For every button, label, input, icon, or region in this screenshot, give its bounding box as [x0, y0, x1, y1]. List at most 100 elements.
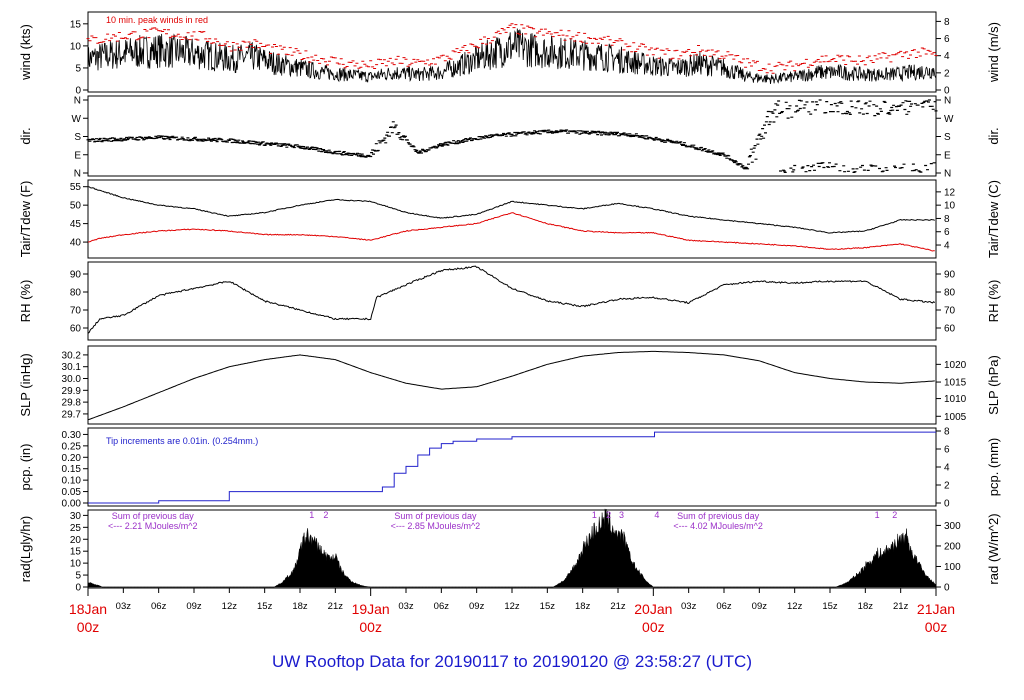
wind-left-tick-label: 15	[70, 19, 82, 30]
panel-rh: 60 70 80 90 60 70 80 90 RH (%) RH (%)	[18, 261, 1001, 341]
dir-left-axis-label: dir.	[18, 127, 33, 144]
date-label: 20Jan	[634, 601, 672, 617]
hour-label: 09z	[469, 601, 485, 612]
temp-series-tair	[87, 186, 935, 234]
solar-marker: 1	[875, 510, 880, 520]
panel-slp: 29.729.829.930.030.130.2 1005 1010 1015 1020…	[18, 345, 1001, 425]
temp-right-tick-label: 8	[944, 214, 950, 225]
time-axis: 03z 06z 09z 12z 15z 18z 21z 03z 06z 09z 12z 15z 18z 2…	[69, 588, 955, 635]
pcp-left-tick-label: 0.25	[62, 441, 82, 452]
wind-frame	[87, 11, 937, 93]
rh-right-tick-label: 70	[944, 306, 956, 317]
solar-marker: 4	[654, 510, 659, 520]
rad-left-tick-label: 25	[70, 523, 82, 534]
pcp-left-tick-label: 0.30	[62, 430, 82, 441]
wind-right-tick-label: 0	[944, 86, 950, 97]
temp-left-axis-label: Tair/Tdew (F)	[18, 181, 33, 258]
wind-right-axis-label: wind (m/s)	[986, 22, 1001, 83]
solar-sum-value: <--- 2.21 MJoules/m^2	[108, 521, 198, 531]
wind-left-tick-label: 5	[75, 63, 81, 74]
pcp-right-tick-label: 4	[944, 463, 950, 474]
temp-left-tick-label: 40	[70, 238, 82, 249]
hour-label: 12z	[222, 601, 238, 612]
pcp-right-axis-label: pcp. (mm)	[986, 438, 1001, 497]
temp-right-axis-label: Tair/Tdew (C)	[986, 180, 1001, 258]
solar-sum-label: Sum of previous day	[677, 511, 760, 521]
hour-label: 03z	[681, 601, 697, 612]
dir-right-tick-label: S	[944, 132, 951, 143]
slp-left-tick-label: 30.0	[62, 374, 82, 385]
rh-series-rh	[87, 265, 936, 334]
rh-left-tick-label: 80	[70, 288, 82, 299]
hour-label: 18z	[292, 601, 308, 612]
temp-left-tick-label: 55	[70, 182, 82, 193]
dir-right-axis-label: dir.	[986, 127, 1001, 144]
slp-right-axis-label: SLP (hPa)	[986, 355, 1001, 415]
hour-label: 18z	[858, 601, 874, 612]
wind-right-tick-label: 8	[944, 17, 950, 28]
slp-left-tick-label: 29.7	[62, 409, 82, 420]
dir-left-tick-label: N	[74, 96, 81, 107]
date-time-label: 00z	[925, 619, 948, 635]
temp-right-tick-label: 10	[944, 201, 956, 212]
rad-left-tick-label: 10	[70, 559, 82, 570]
slp-left-tick-label: 29.8	[62, 398, 82, 409]
dir-left-tick-label: N	[74, 169, 81, 180]
pcp-left-tick-label: 0.10	[62, 476, 82, 487]
hour-label: 06z	[434, 601, 450, 612]
dir-right-tick-label: W	[944, 114, 954, 125]
wind-annotation: 10 min. peak winds in red	[106, 15, 208, 25]
pcp-left-tick-label: 0.00	[62, 499, 82, 510]
rh-right-axis-label: RH (%)	[986, 280, 1001, 323]
panel-temp: 40 45 50 55 4 6 8 10 12 Tair/Tdew (F) Tair/Tdew (C…	[18, 179, 1001, 259]
rh-right-tick-label: 90	[944, 270, 956, 281]
date-label: 18Jan	[69, 601, 107, 617]
wind-right-tick-label: 4	[944, 51, 950, 62]
wind-right-tick-label: 6	[944, 34, 950, 45]
solar-sum-value: <--- 4.02 MJoules/m^2	[673, 521, 763, 531]
temp-left-tick-label: 50	[70, 201, 82, 212]
solar-marker: 1	[592, 510, 597, 520]
pcp-right-tick-label: 8	[944, 427, 950, 438]
hour-label: 21z	[893, 601, 909, 612]
hour-label: 06z	[151, 601, 167, 612]
rh-left-tick-label: 90	[70, 270, 82, 281]
pcp-left-tick-label: 0.20	[62, 453, 82, 464]
dir-right-tick-label: N	[944, 169, 951, 180]
slp-right-tick-label: 1010	[944, 394, 967, 405]
rh-left-tick-label: 70	[70, 306, 82, 317]
precip-annotation: Tip increments are 0.01in. (0.254mm.)	[106, 436, 258, 446]
hour-label: 12z	[787, 601, 803, 612]
dir-left-tick-label: E	[74, 150, 81, 161]
slp-frame	[87, 345, 937, 425]
rh-right-tick-label: 80	[944, 288, 956, 299]
temp-right-tick-label: 4	[944, 241, 950, 252]
dir-left-tick-label: S	[74, 132, 81, 143]
solar-sum-value: <--- 2.85 MJoules/m^2	[391, 521, 481, 531]
hour-label: 09z	[752, 601, 768, 612]
temp-series-tdew	[87, 212, 935, 252]
hour-label: 15z	[257, 601, 273, 612]
hour-label: 12z	[504, 601, 520, 612]
date-time-label: 00z	[77, 619, 100, 635]
rad-left-axis-label: rad(Lgly/hr)	[18, 516, 33, 582]
hour-label: 09z	[186, 601, 202, 612]
dir-right-tick-label: E	[944, 150, 951, 161]
wind-left-tick-label: 0	[75, 86, 81, 97]
rad-left-tick-label: 30	[70, 511, 82, 522]
solar-marker: 2	[323, 510, 328, 520]
hour-label: 15z	[540, 601, 556, 612]
rad-right-tick-label: 0	[944, 583, 950, 594]
pcp-right-tick-label: 0	[944, 499, 950, 510]
rad-right-tick-label: 300	[944, 521, 961, 532]
hour-label: 03z	[398, 601, 414, 612]
temp-right-tick-label: 6	[944, 227, 950, 238]
slp-left-tick-label: 30.1	[62, 362, 82, 373]
dir-right-tick-label: N	[944, 96, 951, 107]
pcp-left-axis-label: pcp. (in)	[18, 444, 33, 491]
hour-label: 21z	[328, 601, 344, 612]
slp-right-tick-label: 1005	[944, 412, 967, 423]
rad-right-tick-label: 200	[944, 541, 961, 552]
